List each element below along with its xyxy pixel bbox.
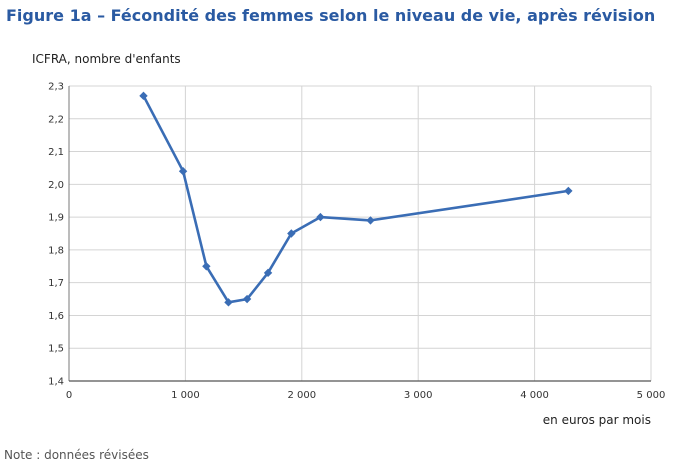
y-tick-label: 1,9 (48, 213, 64, 224)
axes (68, 86, 651, 382)
y-tick-label: 2,3 (48, 82, 64, 93)
y-tick-label: 1,8 (48, 245, 64, 256)
x-tick-label: 5 000 (637, 390, 666, 401)
data-point-marker (316, 212, 325, 222)
y-tick-label: 1,4 (48, 377, 64, 388)
figure-note: Note : données révisées (4, 448, 149, 462)
tick-labels: 1,4 1,5 1,6 1,7 1,8 1,9 2,0 2,1 2,2 2,3 0 1 000 2 00… (48, 82, 665, 402)
y-tick-label: 1,7 (48, 278, 64, 289)
x-tick-label: 2 000 (287, 390, 316, 401)
data-point-marker (263, 268, 273, 278)
data-series (139, 91, 573, 307)
data-point-marker (139, 91, 148, 101)
data-point-marker (178, 167, 188, 176)
x-tick-label: 4 000 (520, 390, 549, 401)
data-point-marker (564, 186, 573, 196)
data-point-marker (242, 294, 252, 304)
y-axis-label: ICFRA, nombre d'enfants (32, 52, 181, 66)
x-tick-label: 3 000 (404, 390, 433, 401)
data-point-marker (224, 298, 233, 307)
y-tick-label: 2,1 (48, 147, 64, 158)
x-tick-label: 0 (66, 390, 72, 401)
y-tick-label: 1,6 (48, 311, 64, 322)
y-tick-label: 1,5 (48, 344, 64, 355)
x-tick-label: 1 000 (171, 390, 200, 401)
data-point-marker (287, 229, 296, 238)
y-tick-label: 2,2 (48, 114, 64, 125)
data-point-marker (366, 216, 375, 225)
series-line (142, 94, 570, 304)
figure-title: Figure 1a – Fécondité des femmes selon l… (6, 6, 656, 25)
y-tick-label: 2,0 (48, 180, 64, 191)
grid-lines (69, 85, 652, 381)
data-point-marker (202, 262, 211, 271)
x-axis-label: en euros par mois (542, 413, 651, 427)
